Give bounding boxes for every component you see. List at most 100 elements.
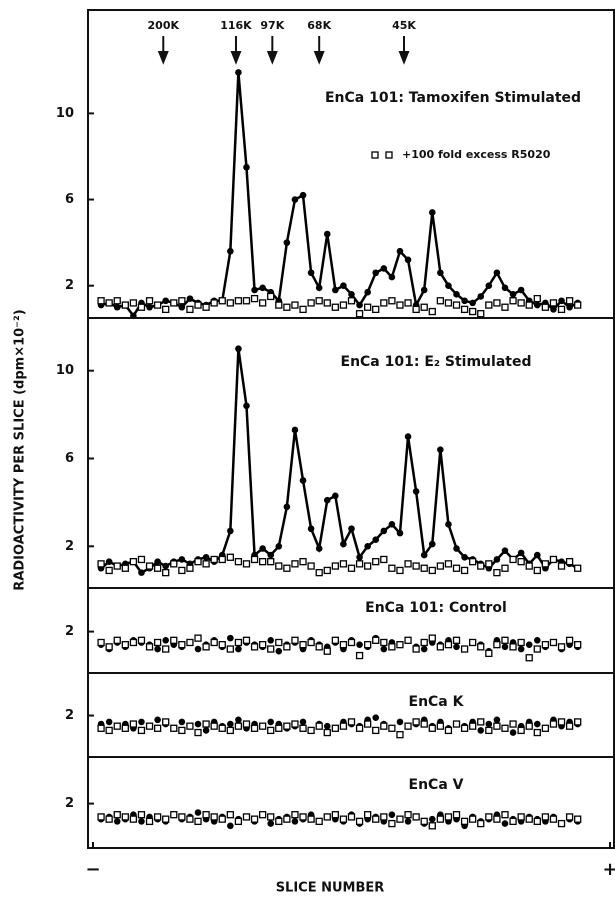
open-square-point [452, 811, 461, 819]
open-square-point [469, 722, 477, 730]
open-square-point [485, 649, 493, 658]
panel-title: EnCa K [409, 694, 465, 710]
panel-frame [87, 9, 615, 319]
open-square-point [557, 643, 566, 651]
legend-symbol [371, 151, 379, 159]
open-square-point [218, 815, 226, 823]
open-square-point [226, 645, 234, 653]
filled-point [372, 714, 380, 721]
open-square-point [323, 647, 331, 655]
open-square-point [557, 305, 566, 314]
open-square-point [162, 718, 170, 726]
open-square-point [460, 724, 469, 732]
open-square-point [541, 303, 550, 311]
open-square-point [420, 720, 428, 728]
open-square-point [557, 819, 566, 828]
mw-marker-label: 68K [307, 19, 331, 32]
open-square-point [267, 726, 275, 735]
open-square-point [339, 641, 348, 649]
filled-point [235, 645, 242, 653]
open-square-point [162, 645, 170, 653]
open-square-point [250, 555, 259, 564]
y-tick-label: 6 [65, 192, 74, 207]
open-square-point [372, 636, 380, 644]
open-square-point [234, 817, 243, 826]
open-square-point [153, 724, 162, 732]
x-tick-label: + [602, 859, 615, 880]
filled-point [323, 496, 331, 504]
open-square-point [145, 722, 154, 730]
filled-point [348, 291, 355, 298]
mw-marker-label: 97K [260, 19, 284, 32]
open-square-point [404, 299, 412, 307]
open-square-point [380, 638, 388, 647]
open-square-point [226, 553, 234, 561]
open-square-point [242, 813, 251, 821]
filled-point [194, 809, 202, 816]
filled-point [113, 303, 121, 311]
open-square-point [380, 722, 388, 730]
open-square-point [517, 813, 525, 821]
open-square-point [323, 299, 331, 307]
open-square-point [275, 562, 283, 570]
open-square-point [258, 722, 267, 730]
filled-point [396, 718, 404, 726]
open-square-point [307, 726, 315, 735]
open-square-point [97, 813, 105, 821]
mw-marker-arrow [266, 36, 278, 65]
open-square-point [202, 720, 210, 728]
open-square-point [565, 636, 574, 644]
filled-point [154, 716, 161, 724]
open-square-point [331, 303, 339, 311]
filled-point [227, 822, 234, 830]
open-square-point [420, 638, 428, 647]
open-square-point [541, 560, 550, 568]
filled-point [138, 718, 145, 726]
open-square-point [428, 724, 436, 732]
open-square-point [267, 558, 275, 566]
open-square-point [129, 558, 138, 566]
open-square-point [178, 297, 186, 305]
filled-point [420, 551, 428, 559]
open-square-point [129, 638, 138, 647]
open-square-point [574, 564, 582, 572]
panel-frame [87, 756, 615, 849]
open-square-point [549, 638, 558, 647]
open-square-point [170, 636, 178, 644]
filled-point [461, 297, 468, 305]
open-square-point [210, 813, 218, 821]
filled-point [388, 273, 396, 281]
open-square-point [428, 307, 436, 316]
open-square-point [234, 722, 243, 730]
open-square-point [105, 566, 113, 575]
open-square-point [355, 724, 364, 732]
open-square-point [396, 815, 404, 823]
open-square-point [194, 634, 202, 642]
open-square-point [210, 299, 218, 307]
filled-point [291, 818, 299, 825]
filled-point [283, 239, 291, 246]
x-axis-label: SLICE NUMBER [276, 881, 385, 896]
open-square-point [226, 299, 234, 307]
open-square-point [364, 720, 372, 728]
filled-point [227, 720, 234, 728]
filled-point [372, 536, 380, 544]
y-tick-label: 2 [65, 278, 74, 293]
filled-point [517, 645, 525, 653]
series-line [100, 72, 579, 319]
open-square-point [299, 724, 307, 732]
open-square-point [541, 813, 550, 821]
open-square-point [97, 638, 105, 647]
legend-symbol [385, 151, 393, 159]
filled-point [485, 720, 493, 728]
filled-point [162, 297, 170, 305]
open-square-point [485, 726, 493, 735]
filled-point [154, 645, 161, 653]
open-square-point [121, 301, 129, 309]
open-square-point [525, 654, 533, 662]
filled-point [437, 269, 444, 277]
open-square-point [355, 817, 364, 826]
open-square-point [153, 638, 162, 647]
open-square-point [178, 813, 186, 821]
open-square-point [218, 555, 226, 564]
